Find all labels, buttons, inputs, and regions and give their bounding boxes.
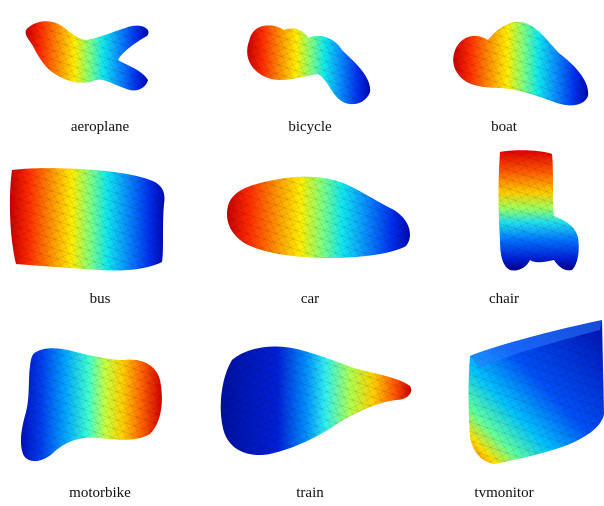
- motorbike-mesh: [20, 348, 162, 462]
- caption-motorbike: motorbike: [69, 485, 131, 501]
- car-mesh: [226, 176, 410, 258]
- figure-cell-train: train: [210, 330, 412, 506]
- caption-bicycle: bicycle: [288, 119, 332, 135]
- caption-bus: bus: [89, 291, 111, 307]
- figure-cell-bicycle: bicycle: [210, 0, 410, 160]
- figure-cell-car: car: [210, 160, 410, 320]
- figure-cell-bus: bus: [0, 160, 200, 320]
- figure-cell-boat: boat: [404, 0, 604, 160]
- chair-mesh: [498, 150, 579, 271]
- caption-chair: chair: [489, 291, 519, 307]
- caption-car: car: [300, 291, 320, 307]
- bicycle-mesh: [247, 25, 371, 105]
- boat-mesh: [453, 21, 589, 106]
- caption-tvmonitor: tvmonitor: [474, 485, 534, 501]
- tvmonitor-mesh: [468, 320, 604, 464]
- caption-train: train: [296, 485, 324, 501]
- caption-aeroplane: aeroplane: [70, 119, 130, 135]
- figure-cell-chair: chair: [404, 150, 604, 320]
- figure-cell-motorbike: motorbike: [0, 330, 200, 506]
- aeroplane-mesh: [25, 21, 149, 91]
- figure-cell-aeroplane: aeroplane: [0, 0, 200, 160]
- train-mesh: [220, 346, 412, 456]
- bus-mesh: [9, 168, 165, 271]
- caption-boat: boat: [491, 119, 517, 135]
- figure-cell-tvmonitor: tvmonitor: [404, 320, 604, 506]
